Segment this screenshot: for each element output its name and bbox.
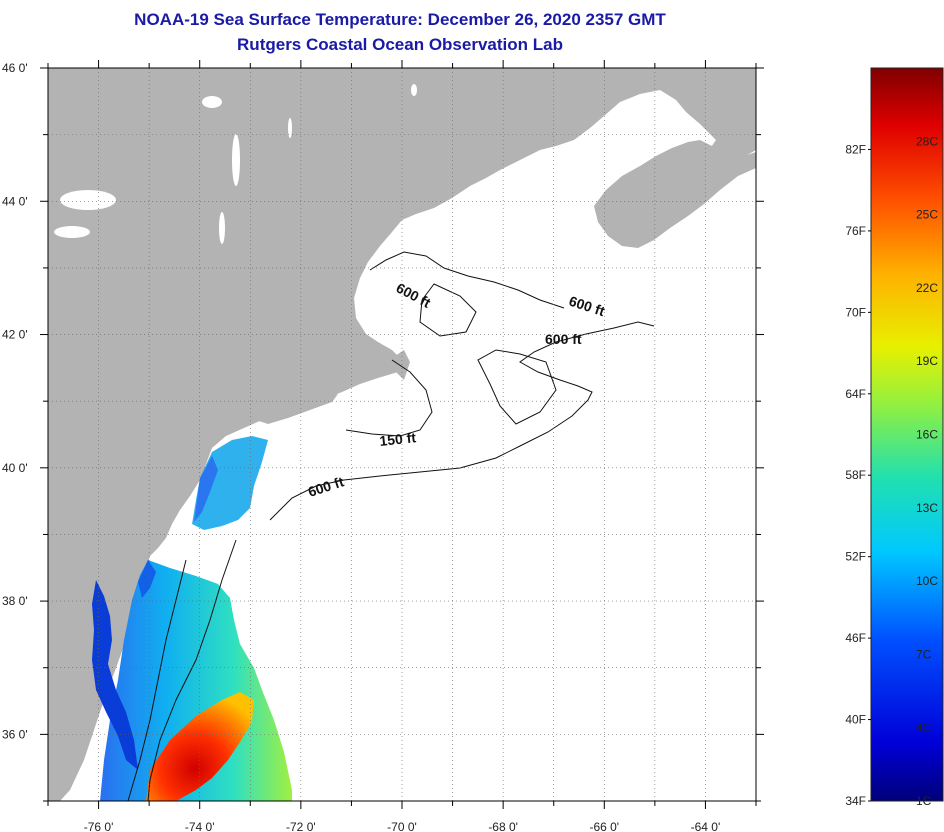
- colorbar-f-label: 76F: [845, 224, 866, 238]
- colorbar-f-label: 58F: [845, 468, 866, 482]
- colorbar-c-label: 19C: [916, 354, 938, 368]
- map-axes: 46 0' 44 0' 42 0' 40 0' 38 0' 36 0' -76 0' -74 …: [2, 60, 764, 832]
- land-long-island: [256, 394, 338, 424]
- colorbar: [870, 67, 944, 802]
- sst-nj-coast: [194, 456, 218, 522]
- lon-tick-label: -66 0': [589, 820, 619, 832]
- colorbar-f-label: 40F: [845, 713, 866, 727]
- sst-gulf-stream: [146, 692, 254, 801]
- map-subtitle: Rutgers Coastal Ocean Observation Lab: [237, 35, 563, 54]
- colorbar-c-label: 10C: [916, 574, 938, 588]
- colorbar-f-label: 70F: [845, 305, 866, 319]
- lon-tick-label: -74 0': [185, 820, 215, 832]
- sst-mid-atlantic: [100, 560, 292, 801]
- contour-label-600ft-c: 600 ft: [545, 331, 582, 347]
- lat-tick-label: 44 0': [2, 194, 28, 208]
- lat-tick-label: 40 0': [2, 461, 28, 475]
- lon-tick-label: -70 0': [387, 820, 417, 832]
- colorbar-ticks: 82F 76F 70F 64F 58F 52F 46F 40F 34F 28C 25C 22C 19C 1…: [845, 134, 938, 808]
- colorbar-f-label: 82F: [845, 142, 866, 156]
- colorbar-c-label: 13C: [916, 501, 938, 515]
- colorbar-c-label: 16C: [916, 428, 938, 442]
- lat-tick-label: 42 0': [2, 328, 28, 342]
- map-title: NOAA-19 Sea Surface Temperature: Decembe…: [134, 10, 666, 29]
- land-nova-scotia: [594, 140, 756, 248]
- land-cape-cod: [392, 350, 410, 380]
- colorbar-c-label: 1C: [916, 794, 932, 808]
- map-border: [47, 67, 757, 802]
- lat-tick-label: 46 0': [2, 61, 28, 75]
- colorbar-c-label: 22C: [916, 281, 938, 295]
- land-mainland: [48, 68, 756, 801]
- lon-tick-label: -72 0': [286, 820, 316, 832]
- lat-tick-label: 36 0': [2, 727, 28, 741]
- lon-tick-label: -64 0': [691, 820, 721, 832]
- colorbar-c-label: 28C: [916, 134, 938, 148]
- contour-label-150ft: 150 ft: [379, 429, 417, 449]
- colorbar-f-label: 52F: [845, 550, 866, 564]
- colorbar-f-label: 46F: [845, 631, 866, 645]
- lon-tick-label: -68 0': [488, 820, 518, 832]
- colorbar-c-label: 4C: [916, 721, 932, 735]
- colorbar-c-label: 25C: [916, 208, 938, 222]
- lon-tick-label: -76 0': [84, 820, 114, 832]
- sst-chesapeake: [92, 580, 138, 770]
- bathymetry-contours: [127, 251, 655, 802]
- colorbar-f-label: 34F: [845, 794, 866, 808]
- colorbar-f-label: 64F: [845, 387, 866, 401]
- colorbar-c-label: 7C: [916, 647, 932, 661]
- inland-lakes: [54, 84, 417, 244]
- sst-delaware-bay: [138, 560, 156, 598]
- lat-tick-label: 38 0': [2, 594, 28, 608]
